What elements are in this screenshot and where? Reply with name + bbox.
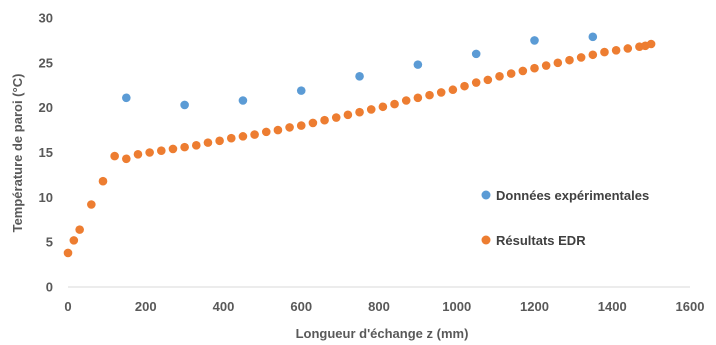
data-point <box>588 50 598 60</box>
data-point <box>180 142 189 152</box>
data-point <box>145 148 154 157</box>
x-tick-label: 400 <box>213 299 235 314</box>
x-tick-label: 1600 <box>676 299 705 314</box>
data-point <box>378 102 388 112</box>
data-point <box>63 248 73 258</box>
y-tick-label: 20 <box>39 100 53 115</box>
data-point <box>250 130 259 139</box>
data-point <box>261 127 271 137</box>
x-tick-label: 200 <box>135 299 157 314</box>
y-axis-ticks: 0 5 10 15 20 25 30 <box>39 11 53 295</box>
data-point <box>588 32 598 42</box>
data-point <box>203 138 213 147</box>
y-axis-title: Température de paroi (°C) <box>10 74 25 233</box>
legend-marker-edr <box>481 235 491 245</box>
data-point <box>576 53 586 62</box>
data-point <box>471 49 481 59</box>
data-point <box>296 121 306 130</box>
y-tick-label: 25 <box>39 55 53 70</box>
data-point <box>296 86 306 95</box>
data-point <box>623 44 633 53</box>
data-point <box>483 75 493 85</box>
data-point <box>646 39 656 49</box>
data-point <box>273 125 283 135</box>
data-point <box>308 118 318 128</box>
legend-item-edr: Résultats EDR <box>481 233 586 248</box>
data-point <box>98 176 108 186</box>
data-point <box>87 200 96 209</box>
data-point <box>553 58 563 68</box>
data-point <box>320 115 329 125</box>
data-point <box>518 66 528 76</box>
data-point <box>401 96 411 105</box>
data-point <box>495 71 504 81</box>
y-tick-label: 5 <box>46 235 53 250</box>
data-point <box>285 123 294 132</box>
data-point <box>122 154 131 164</box>
x-tick-label: 1000 <box>442 299 471 314</box>
data-point <box>215 136 224 146</box>
y-tick-label: 0 <box>46 280 53 295</box>
data-point <box>530 63 539 73</box>
data-point <box>238 132 248 141</box>
series-experimental <box>122 32 598 110</box>
data-point <box>541 61 551 70</box>
y-tick-label: 30 <box>39 11 53 26</box>
data-point <box>157 146 166 156</box>
data-point <box>355 107 364 117</box>
data-point <box>133 149 143 159</box>
data-point <box>611 45 621 55</box>
data-point <box>226 133 236 143</box>
series-layer <box>63 32 656 258</box>
data-point <box>390 99 399 109</box>
data-point <box>355 71 364 81</box>
data-point <box>343 110 353 120</box>
x-tick-label: 1400 <box>598 299 627 314</box>
data-point <box>600 47 609 57</box>
data-point <box>413 93 423 103</box>
series-edr <box>63 39 656 258</box>
x-tick-label: 1200 <box>520 299 549 314</box>
legend-item-experimental: Données expérimentales <box>481 188 649 203</box>
data-point <box>565 55 574 65</box>
y-tick-label: 10 <box>39 190 53 205</box>
data-point <box>331 113 341 122</box>
x-axis-title: Longueur d'échange z (mm) <box>296 326 469 341</box>
data-point <box>69 236 79 245</box>
x-tick-label: 600 <box>290 299 312 314</box>
data-point <box>413 60 423 69</box>
x-tick-label: 0 <box>64 299 71 314</box>
x-axis-ticks: 0 200 400 600 800 1000 1200 1400 1600 <box>64 299 704 314</box>
data-point <box>471 78 481 87</box>
data-point <box>122 93 131 103</box>
y-tick-label: 15 <box>39 145 53 160</box>
data-point <box>180 100 189 110</box>
data-point <box>366 105 376 114</box>
data-point <box>168 144 178 154</box>
data-point <box>530 36 539 45</box>
data-point <box>191 141 201 150</box>
x-tick-label: 800 <box>368 299 390 314</box>
legend-label-edr: Résultats EDR <box>496 233 586 248</box>
data-point <box>238 96 248 105</box>
legend-label-experimental: Données expérimentales <box>496 188 649 203</box>
data-point <box>75 225 84 234</box>
data-point <box>425 90 434 100</box>
data-point <box>448 85 458 95</box>
legend-marker-experimental <box>481 190 491 200</box>
legend: Données expérimentales Résultats EDR <box>481 188 649 248</box>
data-point <box>436 88 446 97</box>
data-point <box>460 81 469 91</box>
data-point <box>506 69 516 78</box>
data-point <box>110 151 119 161</box>
